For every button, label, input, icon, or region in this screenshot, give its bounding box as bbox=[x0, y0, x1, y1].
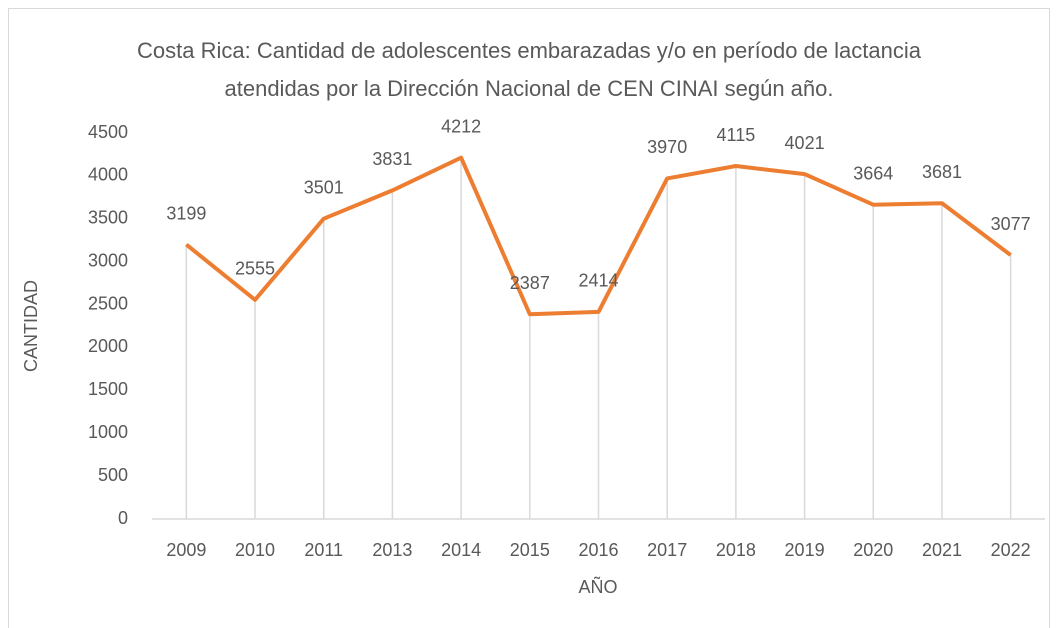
x-tick-label: 2016 bbox=[578, 540, 618, 560]
y-tick-label: 3500 bbox=[88, 208, 128, 228]
data-label: 3970 bbox=[647, 137, 687, 157]
data-label: 4021 bbox=[785, 133, 825, 153]
data-label: 3199 bbox=[166, 203, 206, 223]
x-tick-label: 2013 bbox=[372, 540, 412, 560]
data-label: 3501 bbox=[304, 177, 344, 197]
data-label: 2555 bbox=[235, 259, 275, 279]
chart-border bbox=[8, 8, 1050, 628]
x-tick-label: 2017 bbox=[647, 540, 687, 560]
x-tick-label: 2021 bbox=[922, 540, 962, 560]
data-label: 3831 bbox=[372, 149, 412, 169]
series-line bbox=[185, 155, 1012, 317]
data-label: 4212 bbox=[441, 116, 481, 136]
data-label: 3664 bbox=[853, 163, 893, 183]
data-label: 2414 bbox=[578, 271, 618, 291]
y-tick-label: 4500 bbox=[88, 122, 128, 142]
y-tick-label: 2500 bbox=[88, 293, 128, 313]
data-label: 3681 bbox=[922, 162, 962, 182]
y-tick-label: 1500 bbox=[88, 379, 128, 399]
y-tick-label: 1000 bbox=[88, 422, 128, 442]
x-tick-label: 2009 bbox=[166, 540, 206, 560]
y-tick-label: 0 bbox=[118, 508, 128, 528]
x-tick-label: 2010 bbox=[235, 540, 275, 560]
y-tick-label: 2000 bbox=[88, 336, 128, 356]
data-label: 2387 bbox=[510, 273, 550, 293]
x-tick-label: 2018 bbox=[716, 540, 756, 560]
data-label: 3077 bbox=[991, 214, 1031, 234]
x-axis-label: AÑO bbox=[578, 576, 617, 597]
x-tick-label: 2011 bbox=[304, 540, 343, 560]
y-axis-label: CANTIDAD bbox=[21, 280, 41, 372]
chart-title: Costa Rica: Cantidad de adolescentes emb… bbox=[137, 38, 921, 101]
x-tick-label: 2019 bbox=[785, 540, 825, 560]
x-tick-label: 2022 bbox=[991, 540, 1031, 560]
y-tick-label: 3000 bbox=[88, 250, 128, 270]
y-tick-label: 4000 bbox=[88, 165, 128, 185]
y-tick-label: 500 bbox=[98, 465, 128, 485]
x-tick-label: 2020 bbox=[853, 540, 893, 560]
x-tick-label: 2014 bbox=[441, 540, 481, 560]
x-tick-label: 2015 bbox=[510, 540, 550, 560]
data-label: 4115 bbox=[717, 125, 756, 145]
